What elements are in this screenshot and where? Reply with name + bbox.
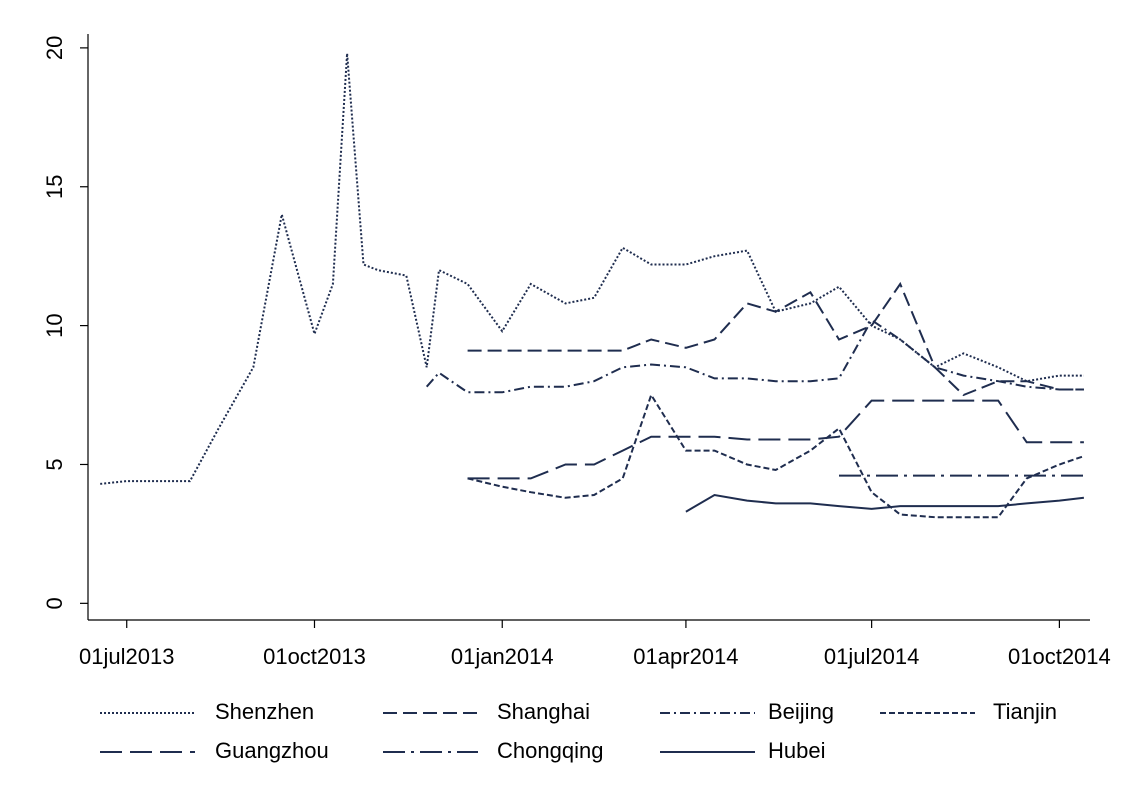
legend-label: Beijing: [768, 699, 834, 724]
legend-label: Shanghai: [497, 699, 590, 724]
series-line: [425, 318, 1084, 394]
legend-label: Tianjin: [993, 699, 1057, 724]
x-tick-label: 01jul2013: [79, 644, 174, 669]
y-tick-label: 0: [42, 597, 67, 609]
x-tick-label: 01oct2014: [1008, 644, 1111, 669]
series-line: [467, 281, 1084, 397]
y-tick-label: 5: [42, 458, 67, 470]
y-tick-label: 10: [42, 313, 67, 337]
x-tick-label: 01jul2014: [824, 644, 919, 669]
legend-label: Chongqing: [497, 738, 603, 763]
series-line: [685, 493, 1085, 513]
series-line: [467, 392, 1085, 519]
x-tick-label: 01oct2013: [263, 644, 366, 669]
legend-label: Hubei: [768, 738, 825, 763]
x-tick-label: 01jan2014: [451, 644, 554, 669]
x-tick-label: 01apr2014: [633, 644, 738, 669]
legend-label: Shenzhen: [215, 699, 314, 724]
y-tick-label: 15: [42, 175, 67, 199]
series-line: [467, 399, 1084, 480]
legend-label: Guangzhou: [215, 738, 329, 763]
y-tick-label: 20: [42, 36, 67, 60]
